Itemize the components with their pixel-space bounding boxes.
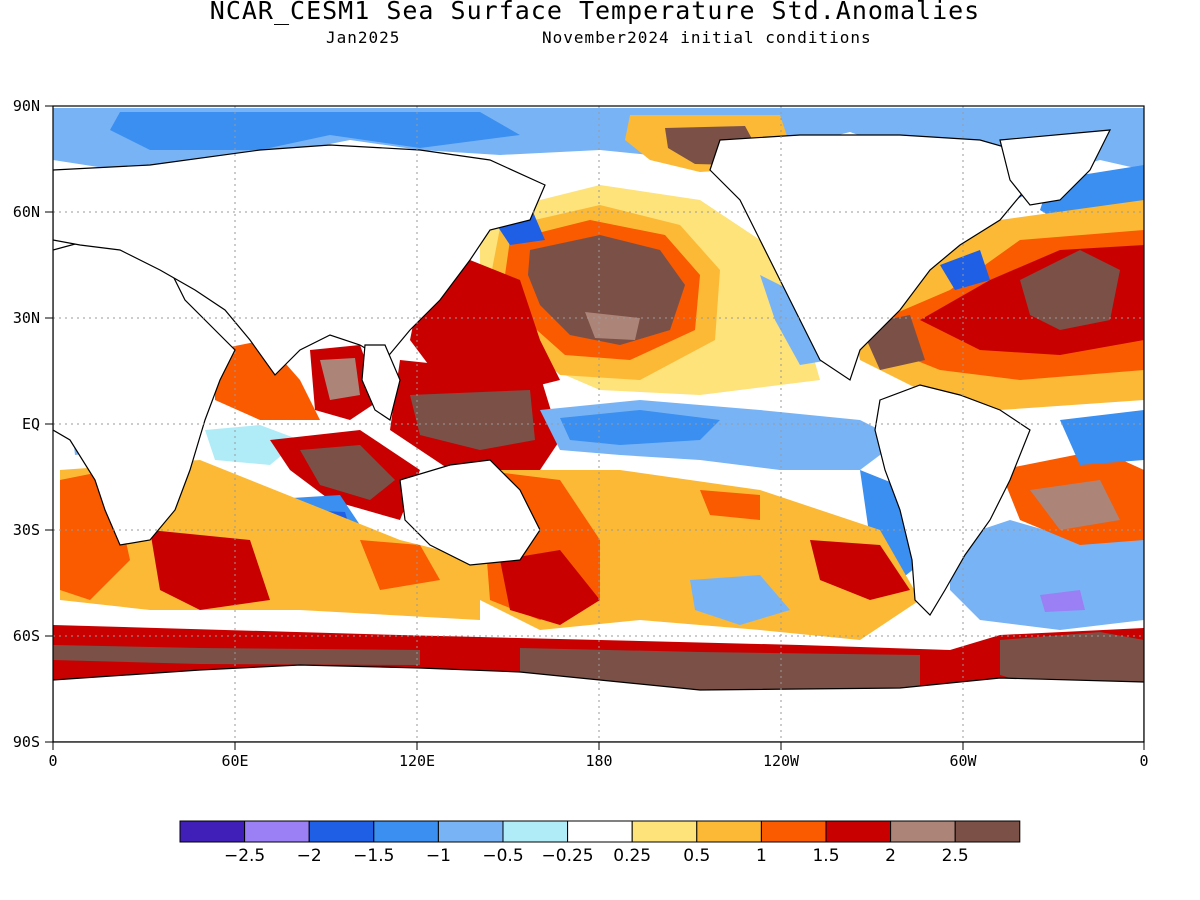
- anomaly-patch-so-pacific-core: [520, 648, 920, 692]
- anomaly-patch-so-weddell-core: [1000, 632, 1144, 690]
- anomaly-patch-npac-core: [528, 235, 685, 345]
- anomaly-patch-spac-blue: [690, 575, 790, 625]
- lat-label-30s: 30S: [13, 521, 40, 539]
- colorbar-label: −2.5: [224, 846, 265, 866]
- lon-label-0-left: 0: [48, 752, 57, 770]
- colorbar-label: −0.25: [542, 846, 594, 866]
- anomaly-patch-io-blue: [205, 425, 300, 465]
- lat-label-90n: 90N: [13, 97, 40, 115]
- axis-ticks: [45, 105, 1145, 750]
- colorbar-label: −1.5: [353, 846, 394, 866]
- anomaly-patch-npac-mauve: [585, 312, 640, 340]
- colorbar-label: −0.5: [482, 846, 523, 866]
- landmass-greenland: [999, 129, 1112, 206]
- gridlines: [53, 106, 1144, 742]
- anomaly-patch-satl-purple: [1040, 590, 1085, 612]
- colorbar-swatch: [696, 820, 762, 843]
- colorbar-swatch: [890, 820, 956, 843]
- colorbar-swatch: [308, 820, 375, 843]
- anomaly-patch-sio-red-2: [150, 530, 270, 610]
- anomaly-patch-warm-pool-core: [410, 390, 535, 450]
- anomaly-patch-satl-blue: [950, 520, 1144, 630]
- colorbar-swatch: [373, 820, 439, 843]
- anomaly-patch-io-core: [300, 445, 395, 500]
- colorbar-label: 2: [885, 846, 896, 866]
- lat-label-90s: 90S: [13, 733, 40, 751]
- colorbar-label: 1.5: [812, 846, 839, 866]
- anomaly-patch-bengal-core: [320, 358, 360, 400]
- anomaly-patch-arabian: [215, 340, 320, 420]
- anomaly-patch-spac-red-east: [810, 540, 910, 600]
- colorbar-swatch: [179, 820, 246, 843]
- landmass-north-america: [709, 134, 1052, 381]
- landmass-indochina: [361, 344, 401, 421]
- anomaly-patch-nz-dark: [500, 550, 600, 625]
- colorbar-swatch: [502, 820, 569, 843]
- lon-label-60w: 60W: [949, 752, 977, 770]
- landmass-antarctica: [53, 664, 1144, 742]
- lat-label-60n: 60N: [13, 203, 40, 221]
- lat-label-eq: EQ: [22, 415, 40, 433]
- anomaly-patch-sio-red-3: [360, 540, 440, 590]
- anomaly-patch-arctic-light: [110, 112, 520, 150]
- colorbar-swatch: [825, 820, 892, 843]
- lon-label-180: 180: [585, 752, 612, 770]
- colorbar-swatch: [437, 820, 504, 843]
- landmass-south-america: [874, 384, 1031, 616]
- anomaly-patch-satl-core: [1030, 480, 1120, 530]
- colorbar-swatch: [760, 820, 827, 843]
- colorbar-label: 1: [756, 846, 767, 866]
- anomaly-patch-kuroshio: [410, 260, 560, 395]
- colorbar-label: −1: [426, 846, 451, 866]
- lon-label-0-right: 0: [1139, 752, 1148, 770]
- anomaly-patch-natl-blue: [940, 250, 990, 290]
- anomaly-patch-spac-red-mid: [700, 490, 760, 520]
- initial-conditions-label: November2024 initial conditions: [542, 28, 872, 47]
- colorbar-swatch: [567, 820, 633, 843]
- colorbar-label: 0.5: [683, 846, 710, 866]
- colorbar-swatch: [631, 820, 698, 843]
- lon-label-120e: 120E: [399, 752, 435, 770]
- valid-month-label: Jan2025: [326, 28, 401, 47]
- lon-label-60e: 60E: [221, 752, 248, 770]
- lat-label-60s: 60S: [13, 627, 40, 645]
- lon-label-120w: 120W: [763, 752, 800, 770]
- colorbar-label: 0.25: [613, 846, 651, 866]
- lat-label-30n: 30N: [13, 309, 40, 327]
- anomaly-patch-so-indian-core: [53, 645, 420, 665]
- map-title: NCAR_CESM1 Sea Surface Temperature Std.A…: [209, 0, 981, 25]
- colorbar: −2.5 −2 −1.5 −1 −0.5 −0.25 0.25 0.5 1 1.5 2 2.5: [179, 820, 1021, 866]
- landmass-layer: [53, 129, 1144, 742]
- anomaly-patch-natl-core: [1020, 250, 1120, 330]
- colorbar-label: 2.5: [942, 846, 969, 866]
- colorbar-swatch: [244, 820, 310, 843]
- anomaly-patch-cold-tongue-core: [560, 410, 720, 445]
- colorbar-swatch: [954, 820, 1021, 843]
- colorbar-label: −2: [297, 846, 322, 866]
